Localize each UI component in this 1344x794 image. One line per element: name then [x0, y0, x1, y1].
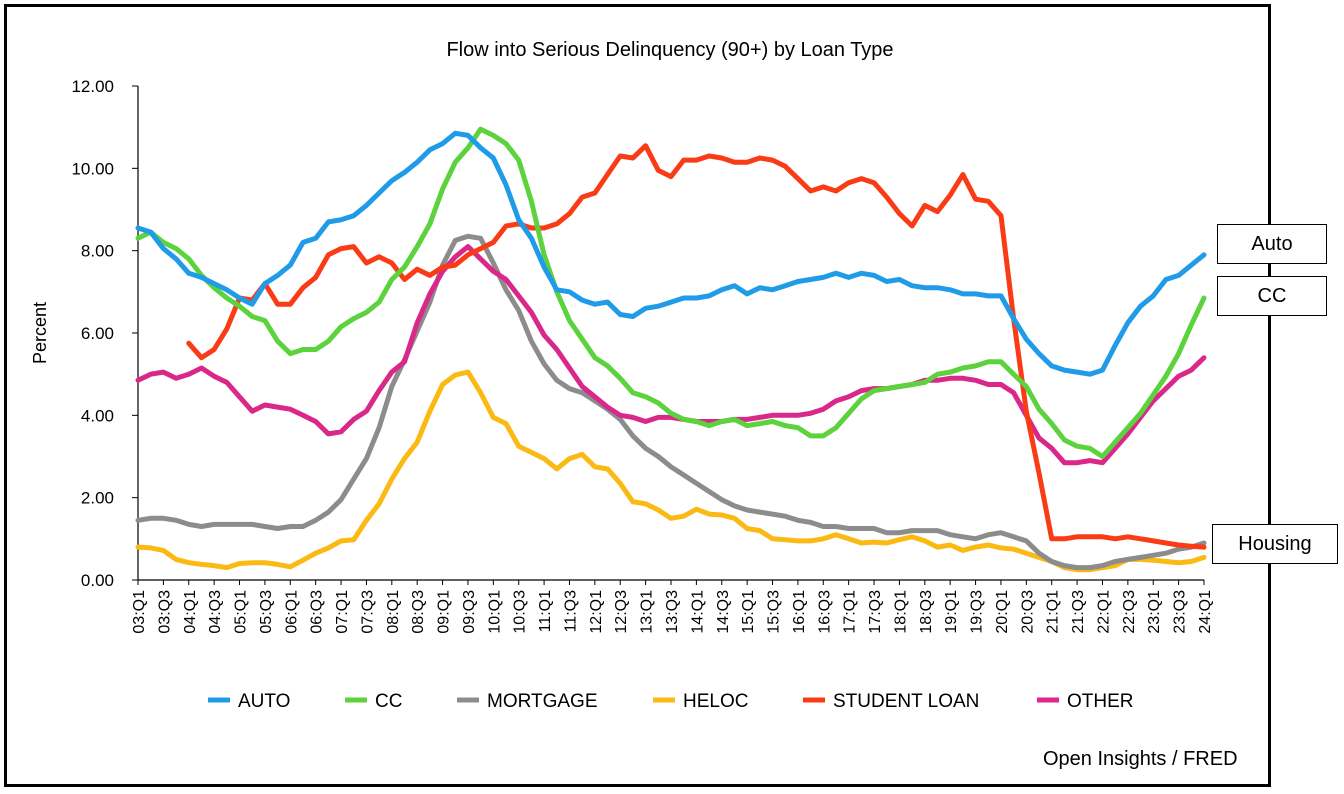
x-tick-label: 23:Q3: [1172, 590, 1189, 634]
x-tick-label: 21:Q3: [1070, 590, 1087, 634]
x-tick-label: 06:Q1: [283, 590, 300, 634]
x-tick-label: 17:Q3: [867, 590, 884, 634]
series-line-other: [135, 244, 1207, 466]
x-tick-label: 10:Q3: [512, 590, 529, 634]
x-tick-label: 16:Q1: [791, 590, 808, 634]
x-tick-label: 04:Q1: [182, 590, 199, 634]
callout-housing: Housing: [1212, 524, 1338, 564]
x-axis-ticks: 03:Q1 03:Q3 04:Q1 04:Q3 05:Q1 05:Q3 06:Q1 06:Q3…: [131, 580, 1214, 634]
x-tick-label: 16:Q3: [816, 590, 833, 634]
series-lines: [135, 126, 1207, 573]
y-tick-label: 2.00: [81, 489, 114, 508]
x-tick-label: 05:Q1: [233, 590, 250, 634]
x-tick-label: 14:Q3: [715, 590, 732, 634]
series-line-mortgage: [135, 233, 1207, 571]
x-tick-label: 08:Q1: [385, 590, 402, 634]
x-tick-label: 08:Q3: [410, 590, 427, 634]
x-tick-label: 20:Q3: [1019, 590, 1036, 634]
x-tick-label: 15:Q3: [766, 590, 783, 634]
y-tick-label: 4.00: [81, 406, 114, 425]
x-tick-label: 03:Q1: [131, 590, 148, 634]
legend-label-auto: AUTO: [238, 691, 290, 712]
legend-label-heloc: HELOC: [683, 691, 748, 712]
y-tick-label: 8.00: [81, 242, 114, 261]
x-tick-label: 07:Q1: [334, 590, 351, 634]
x-tick-label: 11:Q3: [562, 590, 579, 633]
series-line-student-loan: [186, 143, 1207, 550]
legend-label-other: OTHER: [1067, 691, 1134, 712]
x-tick-label: 03:Q3: [156, 590, 173, 634]
callout-cc-label: CC: [1257, 284, 1287, 307]
legend-label-mortgage: MORTGAGE: [487, 691, 598, 712]
series-line-cc: [135, 126, 1207, 459]
x-tick-label: 18:Q1: [892, 590, 909, 634]
x-tick-label: 13:Q3: [664, 590, 681, 634]
y-tick-label: 10.00: [71, 159, 114, 178]
x-tick-label: 22:Q1: [1095, 590, 1112, 634]
x-tick-label: 24:Q1: [1197, 590, 1214, 634]
x-tick-label: 12:Q3: [613, 590, 630, 634]
legend: AUTO CC MORTGAGE HELOC STUDENT LOAN OTHER: [208, 691, 1134, 712]
y-tick-label: 0.00: [81, 571, 114, 590]
x-tick-label: 09:Q3: [461, 590, 478, 634]
callout-housing-label: Housing: [1238, 532, 1312, 555]
legend-label-student-loan: STUDENT LOAN: [833, 691, 979, 712]
x-tick-label: 12:Q1: [588, 590, 605, 634]
x-tick-label: 13:Q1: [639, 590, 656, 634]
legend-label-cc: CC: [375, 691, 402, 712]
x-tick-label: 22:Q3: [1121, 590, 1138, 634]
series-line-auto: [135, 130, 1207, 377]
callout-auto: Auto: [1217, 224, 1327, 264]
x-tick-label: 09:Q1: [436, 590, 453, 634]
callout-auto-label: Auto: [1251, 232, 1293, 255]
callout-cc: CC: [1217, 276, 1327, 316]
y-tick-label: 12.00: [71, 77, 114, 96]
x-tick-label: 19:Q1: [943, 590, 960, 634]
y-axis-ticks: 0.00 2.00 4.00 6.00 8.00 10.00 12.00: [71, 77, 138, 590]
x-tick-label: 05:Q3: [258, 590, 275, 634]
x-tick-label: 15:Q1: [740, 590, 757, 634]
series-line-heloc: [135, 369, 1207, 573]
x-tick-label: 04:Q3: [207, 590, 224, 634]
x-tick-label: 10:Q1: [486, 590, 503, 634]
x-tick-label: 11:Q1: [537, 590, 554, 633]
y-tick-label: 6.00: [81, 324, 114, 343]
x-tick-label: 21:Q1: [1045, 590, 1062, 634]
x-tick-label: 14:Q1: [689, 590, 706, 634]
x-tick-label: 06:Q3: [309, 590, 326, 634]
x-tick-label: 17:Q1: [842, 590, 859, 634]
x-tick-label: 20:Q1: [994, 590, 1011, 634]
y-axis-label: Percent: [30, 302, 50, 364]
x-tick-label: 19:Q3: [969, 590, 986, 634]
chart-title: Flow into Serious Delinquency (90+) by L…: [446, 39, 893, 61]
x-tick-label: 07:Q3: [359, 590, 376, 634]
source-note: Open Insights / FRED: [1043, 748, 1238, 770]
x-tick-label: 23:Q1: [1146, 590, 1163, 634]
x-tick-label: 18:Q3: [918, 590, 935, 634]
